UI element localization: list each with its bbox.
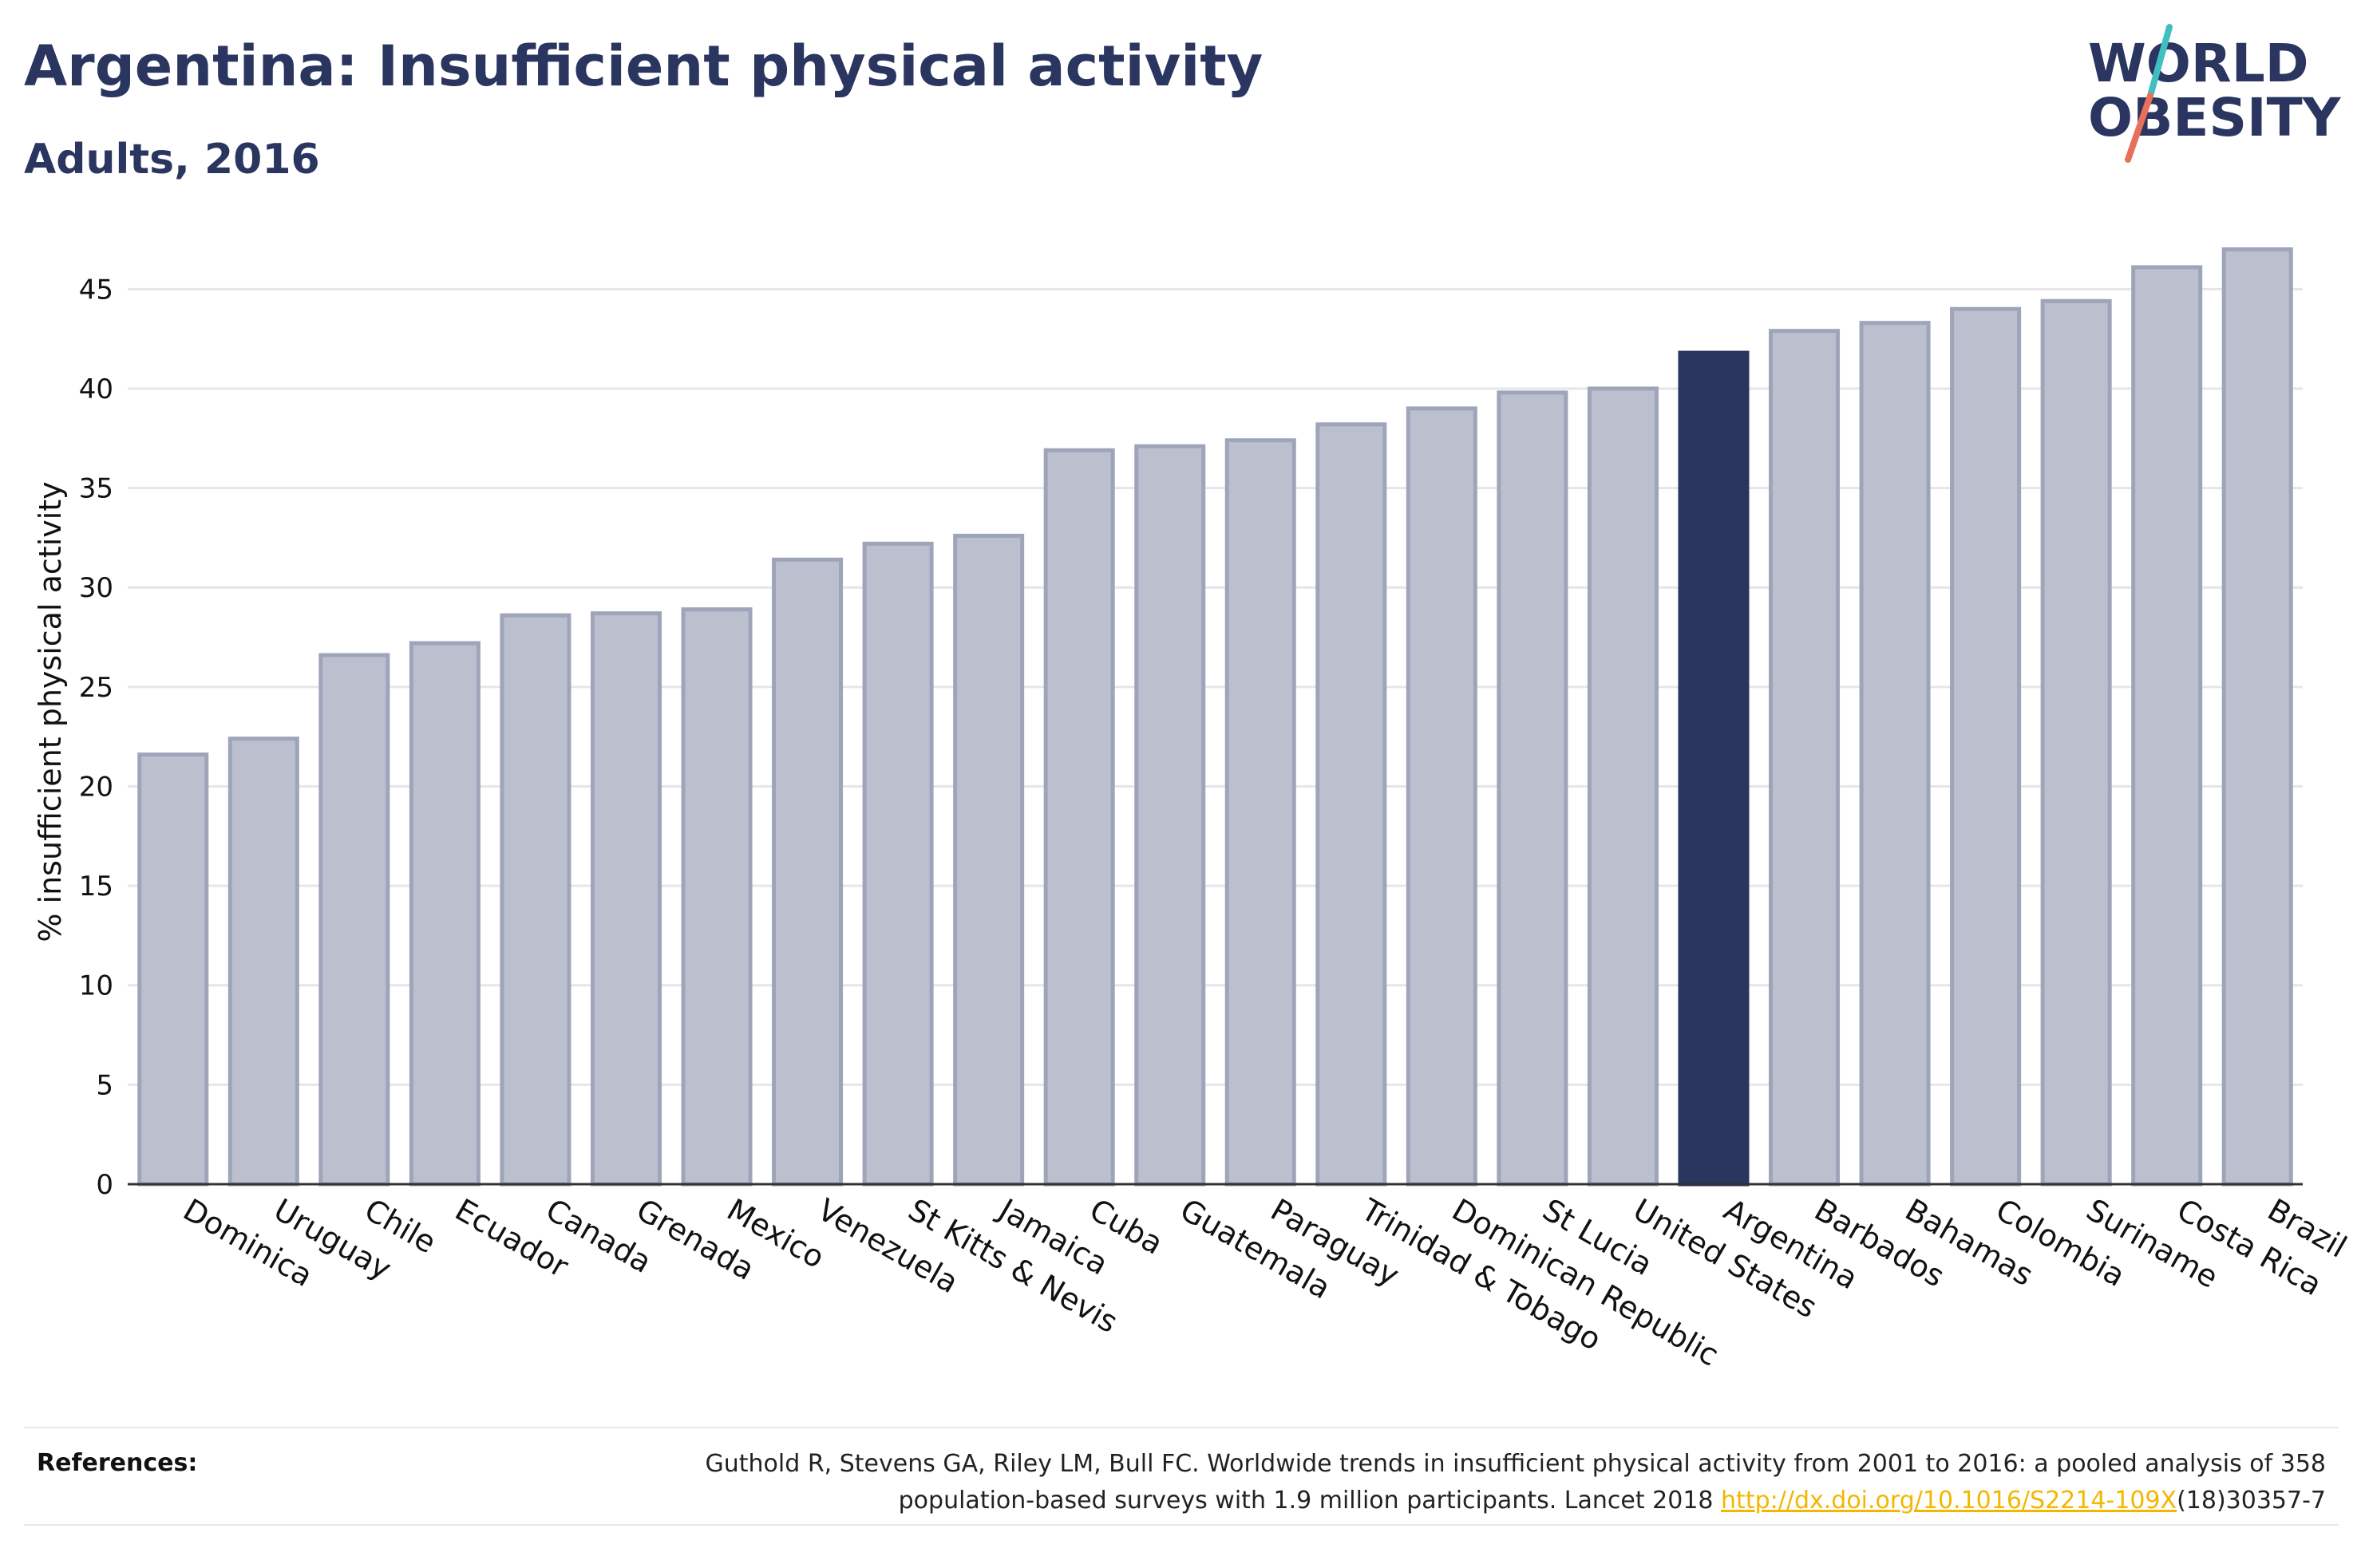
bar <box>500 613 571 1187</box>
y-tick-label: 30 <box>79 572 113 604</box>
bar <box>2040 298 2112 1187</box>
logo-line2: OBESITY <box>2088 87 2342 148</box>
gridlines <box>128 287 2303 1086</box>
reference-text-post: (18)30357-7 <box>2177 1487 2326 1515</box>
bar <box>2221 247 2293 1187</box>
bar <box>2131 265 2203 1187</box>
y-tick-label: 10 <box>79 970 113 1002</box>
logo-line1: WORLD <box>2088 33 2309 94</box>
y-tick-label: 0 <box>96 1169 113 1201</box>
y-axis-label: % insufficient physical activity <box>33 481 68 942</box>
chart-subtitle: Adults, 2016 <box>24 136 320 184</box>
y-tick-label: 45 <box>79 274 113 306</box>
bar <box>1859 321 1931 1187</box>
bar <box>590 611 662 1187</box>
bar <box>772 557 844 1187</box>
bar <box>862 541 934 1187</box>
y-tick-label: 25 <box>79 672 113 704</box>
references-text: Guthold R, Stevens GA, Riley LM, Bull FC… <box>490 1446 2326 1519</box>
doi-link[interactable]: http://dx.doi.org/10.1016/S2214-109X <box>1721 1487 2177 1515</box>
logo-coral-slash <box>2125 93 2153 163</box>
reference-line-1: Guthold R, Stevens GA, Riley LM, Bull FC… <box>705 1450 2326 1478</box>
y-tick-label: 35 <box>79 473 113 505</box>
bar <box>1587 386 1659 1187</box>
y-tick-label: 40 <box>79 373 113 405</box>
bar <box>137 752 209 1187</box>
bars <box>137 247 2293 1187</box>
bar <box>1769 329 1841 1187</box>
bar <box>227 737 299 1187</box>
bar <box>1315 422 1387 1187</box>
bar <box>409 641 481 1187</box>
world-obesity-logo: WORLD OBESITY <box>2088 24 2342 163</box>
reference-text-pre: population-based surveys with 1.9 millio… <box>898 1487 1722 1515</box>
bar <box>953 533 1025 1187</box>
references-label: References: <box>37 1449 198 1477</box>
logo-teal-slash <box>2147 24 2173 99</box>
bar <box>1043 448 1115 1187</box>
chart-title: Argentina: Insufficient physical activit… <box>24 34 1264 99</box>
references-bottom-divider <box>24 1524 2339 1526</box>
reference-line-2: population-based surveys with 1.9 millio… <box>490 1483 2326 1519</box>
bar <box>1134 444 1206 1187</box>
bar <box>1497 390 1568 1187</box>
y-tick-label: 20 <box>79 771 113 803</box>
references-top-divider <box>24 1427 2339 1428</box>
bar <box>1224 438 1296 1187</box>
y-tick-label: 15 <box>79 871 113 902</box>
bar <box>1950 306 2022 1187</box>
y-tick-label: 5 <box>96 1069 113 1101</box>
bar <box>1406 406 1477 1187</box>
bar <box>1678 350 1750 1187</box>
bar <box>681 607 753 1187</box>
bar <box>318 653 390 1187</box>
